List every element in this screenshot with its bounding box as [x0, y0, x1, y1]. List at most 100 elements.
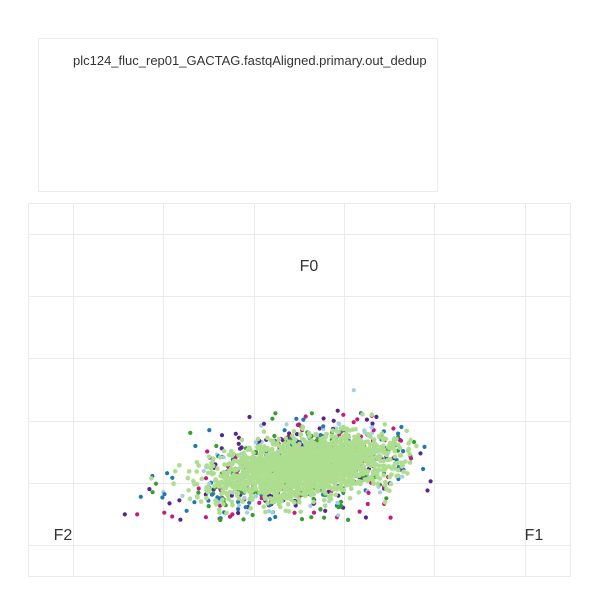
core-point [371, 481, 377, 487]
core-point [213, 498, 218, 503]
core-point [280, 454, 285, 460]
data-point [193, 443, 198, 449]
core-point [323, 484, 328, 489]
core-point [258, 457, 263, 463]
data-point [355, 417, 360, 422]
core-point [297, 441, 302, 447]
core-point [242, 486, 248, 492]
data-point [236, 507, 241, 512]
core-point [265, 489, 270, 494]
corner-label-f2: F2 [54, 527, 73, 544]
core-point [217, 510, 222, 515]
core-point [311, 499, 316, 505]
data-point [247, 414, 252, 420]
core-point [336, 455, 342, 460]
data-point [366, 490, 371, 495]
core-point [353, 440, 358, 445]
core-point [332, 481, 338, 486]
core-point [220, 497, 225, 502]
data-point [178, 517, 183, 522]
core-point [265, 445, 270, 451]
core-point [285, 487, 291, 493]
data-point [236, 510, 241, 516]
data-point [236, 441, 241, 446]
core-point [229, 499, 235, 505]
core-point [267, 485, 273, 491]
legend-box: plc124_fluc_rep01_GACTAG.fastqAligned.pr… [38, 38, 438, 192]
core-point [289, 450, 294, 456]
core-point [282, 484, 288, 489]
legend-title: plc124_fluc_rep01_GACTAG.fastqAligned.pr… [73, 53, 427, 68]
core-point [241, 450, 247, 456]
core-point [414, 443, 419, 449]
core-point [252, 484, 258, 490]
core-point [353, 481, 358, 487]
core-point [276, 436, 282, 442]
core-point [314, 475, 319, 481]
data-point [351, 388, 356, 393]
core-point [265, 435, 270, 441]
core-point [323, 456, 329, 461]
core-point [305, 460, 311, 466]
core-point [355, 465, 360, 471]
core-point [204, 463, 210, 468]
data-point [218, 517, 223, 523]
core-point [248, 506, 253, 511]
core-point [346, 451, 352, 457]
core-point [298, 469, 303, 474]
core-point [186, 469, 192, 474]
core-point [294, 489, 300, 495]
data-point [273, 411, 278, 416]
core-point [280, 449, 285, 454]
data-point [388, 515, 393, 520]
core-point [327, 473, 333, 479]
data-point [421, 466, 426, 472]
data-point [363, 515, 368, 520]
core-point [314, 485, 320, 491]
core-point [261, 504, 267, 510]
data-point [203, 476, 209, 481]
core-point [271, 499, 276, 504]
core-point [313, 432, 318, 438]
core-point [391, 444, 397, 450]
data-point [399, 424, 404, 430]
data-point [162, 492, 167, 497]
core-point [375, 481, 380, 486]
core-point [278, 477, 284, 482]
core-point [306, 475, 311, 480]
data-point [270, 416, 275, 421]
core-point [260, 489, 265, 495]
data-point [341, 412, 346, 417]
data-point [391, 426, 396, 431]
core-point [401, 469, 406, 475]
core-point [283, 436, 289, 441]
data-point [336, 513, 341, 518]
data-point [153, 481, 159, 486]
core-point [396, 467, 401, 473]
core-point [365, 469, 371, 474]
core-point [320, 436, 325, 441]
core-point [191, 478, 196, 484]
core-point [196, 463, 201, 468]
core-point [287, 445, 293, 451]
core-point [371, 437, 377, 442]
data-point [188, 430, 193, 435]
core-point [254, 459, 259, 465]
data-point [245, 510, 250, 515]
data-point [369, 425, 375, 430]
data-point [214, 443, 219, 449]
core-point [290, 490, 296, 495]
core-point [356, 447, 361, 452]
core-point [229, 448, 234, 454]
core-point [318, 441, 323, 446]
core-point [331, 487, 336, 492]
core-point [301, 466, 307, 472]
core-point [376, 463, 382, 469]
data-point [147, 487, 152, 492]
core-point [371, 450, 377, 455]
core-point [224, 510, 229, 516]
core-point [382, 422, 388, 427]
core-point [194, 469, 199, 474]
core-point [338, 445, 343, 451]
data-point [282, 428, 287, 433]
